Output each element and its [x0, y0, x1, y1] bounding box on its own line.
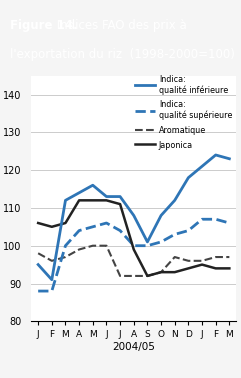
X-axis label: 2004/05: 2004/05 [112, 342, 155, 352]
Text: Figure 14.: Figure 14. [10, 19, 77, 32]
Text: Indices FAO des prix à: Indices FAO des prix à [53, 19, 187, 32]
Legend: Indica:
qualité inférieure, Indica:
qualité supérieure, Aromatique, Japonica: Indica: qualité inférieure, Indica: qual… [135, 75, 232, 150]
Text: l'exportation du riz  (1998-2000=100): l'exportation du riz (1998-2000=100) [10, 48, 234, 60]
